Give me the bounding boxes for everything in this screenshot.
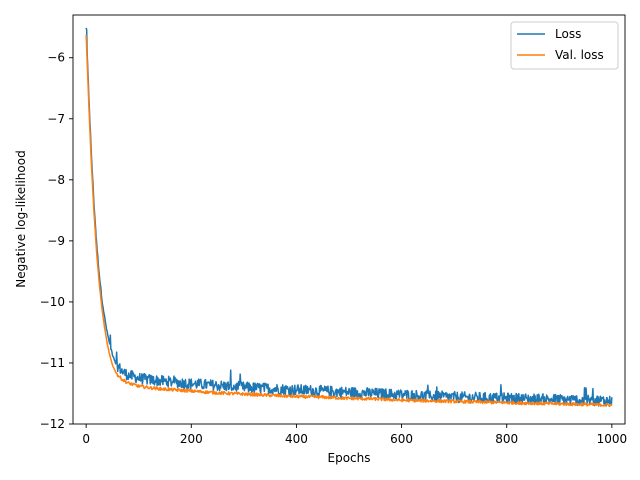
- y-tick-label: −8: [47, 173, 65, 187]
- y-axis-label: Negative log-likelihood: [14, 150, 28, 287]
- y-tick-label: −6: [47, 51, 65, 65]
- legend: Loss Val. loss: [510, 21, 619, 70]
- x-tick-label: 200: [180, 432, 203, 446]
- x-axis: 0 200 400 600 800 1000: [82, 424, 627, 446]
- x-tick-label: 400: [285, 432, 308, 446]
- y-tick-label: −10: [40, 295, 65, 309]
- series-line-val-loss: [85, 34, 613, 408]
- y-tick-label: −7: [47, 112, 65, 126]
- y-tick-label: −9: [47, 234, 65, 248]
- x-axis-label: Epochs: [328, 451, 371, 465]
- legend-label: Loss: [555, 27, 581, 41]
- y-tick-label: −12: [40, 417, 65, 431]
- x-tick-label: 800: [495, 432, 518, 446]
- series-line-loss: [85, 27, 613, 407]
- y-tick-label: −11: [40, 356, 65, 370]
- plot-background: [73, 15, 625, 424]
- y-axis: −12 −11 −10 −9 −8 −7 −6: [40, 51, 73, 431]
- x-tick-label: 1000: [597, 432, 628, 446]
- legend-label: Val. loss: [555, 48, 604, 62]
- plot-frame: [72, 14, 626, 425]
- series-layer: [85, 27, 613, 408]
- x-tick-label: 0: [82, 432, 90, 446]
- x-tick-label: 600: [390, 432, 413, 446]
